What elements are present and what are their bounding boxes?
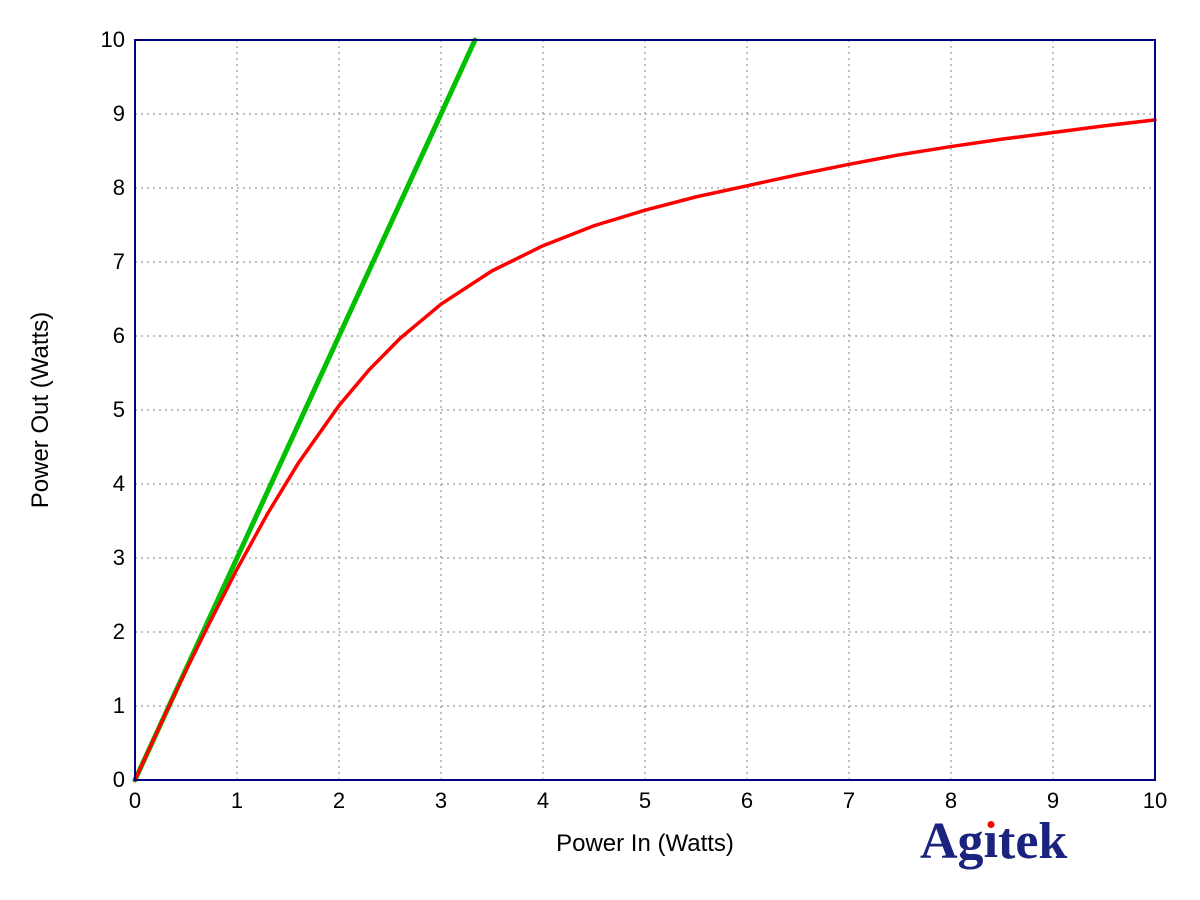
x-tick-label: 4 <box>537 788 549 814</box>
y-tick-label: 0 <box>113 767 125 793</box>
brand-watermark: Agiıtek <box>920 812 1067 871</box>
plot-svg <box>135 40 1155 780</box>
y-tick-label: 3 <box>113 545 125 571</box>
brand-i-glyph: ı <box>984 811 998 870</box>
y-tick-label: 7 <box>113 249 125 275</box>
y-tick-label: 9 <box>113 101 125 127</box>
x-tick-label: 10 <box>1143 788 1167 814</box>
y-tick-label: 4 <box>113 471 125 497</box>
plot-area <box>135 40 1155 780</box>
x-tick-label: 6 <box>741 788 753 814</box>
x-tick-label: 0 <box>129 788 141 814</box>
x-tick-label: 1 <box>231 788 243 814</box>
y-tick-label: 6 <box>113 323 125 349</box>
y-axis-label: Power Out (Watts) <box>27 312 55 508</box>
y-tick-label: 1 <box>113 693 125 719</box>
brand-letter-i: iı <box>984 813 998 870</box>
x-tick-label: 2 <box>333 788 345 814</box>
x-tick-label: 8 <box>945 788 957 814</box>
x-axis-label: Power In (Watts) <box>556 830 734 858</box>
power-chart: 0 1 2 3 4 5 6 7 8 9 10 0 1 2 3 4 5 6 7 8 9 10 Power In (Watt… <box>0 0 1200 900</box>
x-tick-label: 5 <box>639 788 651 814</box>
brand-text-pre: Ag <box>920 813 984 870</box>
x-tick-label: 9 <box>1047 788 1059 814</box>
y-tick-label: 5 <box>113 397 125 423</box>
x-tick-label: 7 <box>843 788 855 814</box>
brand-text-post: tek <box>998 813 1067 870</box>
y-tick-label: 8 <box>113 175 125 201</box>
grid <box>135 40 1155 780</box>
y-tick-label: 10 <box>101 27 125 53</box>
x-tick-label: 3 <box>435 788 447 814</box>
y-tick-label: 2 <box>113 619 125 645</box>
